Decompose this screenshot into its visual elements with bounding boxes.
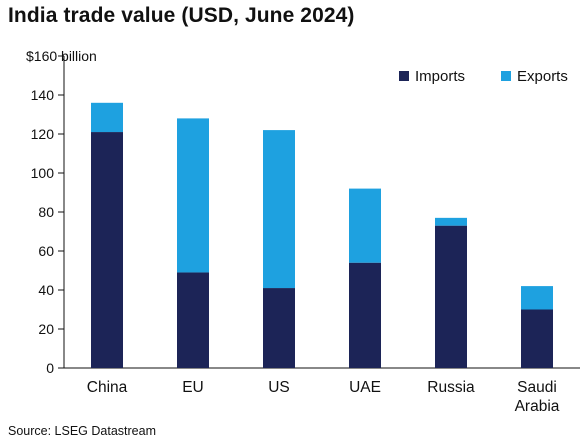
legend: Imports Exports bbox=[399, 68, 568, 85]
chart-title: India trade value (USD, June 2024) bbox=[8, 4, 355, 27]
x-category-label: UAE bbox=[349, 379, 381, 396]
bar-imports-us bbox=[263, 288, 295, 368]
bar-exports-russia bbox=[435, 217, 467, 226]
x-category-label: US bbox=[268, 379, 290, 396]
legend-label-imports: Imports bbox=[415, 68, 465, 85]
source-note: Source: LSEG Datastream bbox=[8, 424, 156, 438]
bar-exports-saudi-arabia bbox=[521, 286, 553, 310]
legend-swatch-exports bbox=[501, 71, 511, 81]
legend-label-exports: Exports bbox=[517, 68, 568, 85]
bar-imports-china bbox=[91, 132, 123, 368]
bar-exports-uae bbox=[349, 188, 381, 263]
x-category-label: EU bbox=[182, 379, 204, 396]
y-tick-label: 80 bbox=[38, 204, 54, 220]
bar-exports-us bbox=[263, 130, 295, 289]
bar-imports-saudi-arabia bbox=[521, 309, 553, 368]
y-tick-label: 40 bbox=[38, 282, 54, 298]
x-category-label: Russia bbox=[427, 379, 475, 396]
y-axis-ticks: 0 20 40 60 80 100 120 140 bbox=[31, 55, 64, 376]
bar-exports-eu bbox=[177, 118, 209, 273]
bar-imports-eu bbox=[177, 272, 209, 368]
bar-imports-uae bbox=[349, 262, 381, 368]
bar-imports-russia bbox=[435, 225, 467, 368]
x-category-label: Arabia bbox=[515, 398, 560, 415]
x-category-label: Saudi bbox=[517, 379, 557, 396]
y-tick-label: 20 bbox=[38, 321, 54, 337]
y-tick-label: 60 bbox=[38, 243, 54, 259]
bar-stacks bbox=[91, 102, 553, 368]
legend-swatch-imports bbox=[399, 71, 409, 81]
y-tick-label: 100 bbox=[31, 165, 55, 181]
x-axis-labels: China EU US UAE Russia Saudi Arabia bbox=[87, 379, 560, 415]
bar-exports-china bbox=[91, 102, 123, 133]
y-tick-label: 120 bbox=[31, 126, 55, 142]
y-tick-label: 0 bbox=[46, 360, 54, 376]
y-tick-label: 140 bbox=[31, 87, 55, 103]
x-category-label: China bbox=[87, 379, 128, 396]
